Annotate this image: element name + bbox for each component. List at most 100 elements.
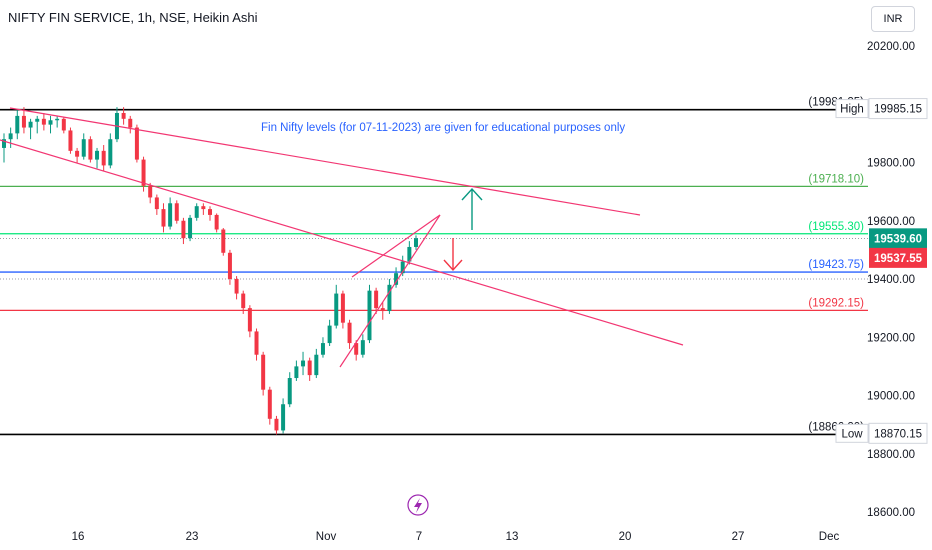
price-badge-value: 18870.15 — [874, 428, 922, 440]
extreme-tag-box — [835, 423, 869, 443]
candle-body — [148, 185, 153, 198]
candle-body — [168, 203, 173, 227]
candle-body — [241, 293, 246, 309]
candle-body — [188, 217, 193, 239]
candle-body — [201, 206, 206, 210]
price-badges: High 19985.15 Low 18870.15 19539.60 19537.55 — [835, 98, 928, 444]
candle-body — [8, 133, 13, 140]
up-arrow-icon — [461, 187, 483, 230]
candle-body — [21, 115, 26, 128]
candle-body — [194, 206, 199, 218]
time-tick-label: 23 — [186, 531, 199, 543]
candle-body — [294, 366, 299, 379]
lower-trendline — [0, 139, 684, 346]
currency-button[interactable]: INR — [871, 6, 915, 32]
level-label: (19423.75) — [808, 259, 864, 271]
candle-body — [281, 404, 286, 431]
candle-body — [287, 378, 292, 405]
time-tick-label: 27 — [732, 531, 745, 543]
candle-body — [55, 118, 60, 121]
price-badge-value: 19539.60 — [874, 233, 922, 245]
extreme-tag-label: Low — [841, 428, 863, 440]
candle-body — [374, 290, 379, 309]
candles-layer — [2, 107, 418, 435]
candle-body — [75, 150, 80, 157]
candle-body — [340, 293, 345, 323]
price-axis[interactable]: 20200.00 19800.00 19600.00 19400.00 19200.00… — [867, 41, 915, 519]
extreme-tag-label: High — [840, 104, 864, 116]
candle-body — [334, 293, 339, 326]
price-tick-label: 19600.00 — [867, 216, 915, 228]
candle-body — [174, 203, 179, 221]
price-badge-value: 19537.55 — [874, 253, 923, 265]
candle-body — [274, 418, 279, 431]
candle-body — [68, 130, 73, 151]
candle-body — [208, 209, 212, 215]
price-badge — [869, 228, 927, 249]
time-tick-label: 16 — [72, 531, 85, 543]
candle-body — [154, 197, 159, 210]
candle-body — [314, 354, 319, 376]
level-label: (19555.30) — [808, 221, 864, 233]
candle-body — [134, 127, 139, 160]
price-tick-label: 19200.00 — [867, 332, 915, 344]
candle-body — [108, 139, 113, 166]
symbol-title[interactable]: NIFTY FIN SERVICE, 1h, NSE, Heikin Ashi — [8, 10, 258, 25]
level-label: (19718.10) — [808, 173, 864, 185]
candle-body — [380, 308, 385, 312]
drawings-layer — [0, 107, 684, 368]
candle-body — [320, 343, 325, 355]
upper-trendline — [9, 107, 641, 216]
price-badge — [868, 422, 928, 444]
candle-body — [221, 229, 226, 253]
candle-body — [414, 238, 418, 247]
candle-body — [234, 279, 239, 294]
candle-body — [161, 209, 166, 227]
candle-body — [400, 261, 405, 274]
candle-body — [267, 389, 272, 419]
candle-body — [181, 220, 186, 239]
candle-body — [128, 118, 133, 128]
candle-body — [301, 360, 306, 367]
time-tick-label: 7 — [416, 531, 422, 543]
price-tick-label: 20200.00 — [867, 41, 915, 53]
candle-body — [247, 308, 252, 332]
candle-body — [227, 252, 232, 279]
candle-body — [347, 322, 352, 344]
candle-body — [360, 340, 365, 355]
chart-annotation: Fin Nifty levels (for 07-11-2023) are gi… — [261, 122, 625, 134]
candle-body — [367, 290, 372, 341]
time-tick-label: 13 — [506, 531, 519, 543]
candle-body — [101, 150, 106, 166]
lightning-icon[interactable] — [407, 494, 429, 516]
level-label: (19292.15) — [808, 297, 864, 309]
price-tick-label: 19000.00 — [867, 391, 915, 403]
candle-body — [141, 159, 146, 186]
price-tick-label: 18800.00 — [867, 449, 915, 461]
candle-body — [88, 139, 93, 160]
levels-layer: (19981.25)(19718.10)(19555.30)(19423.75)… — [0, 97, 868, 436]
extreme-tag-box — [835, 99, 869, 119]
time-tick-label: Dec — [819, 531, 840, 543]
candle-body — [15, 115, 20, 134]
candle-body — [327, 325, 332, 344]
candle-body — [214, 214, 219, 230]
wedge-upper-line — [351, 214, 441, 278]
candle-body — [254, 331, 259, 355]
wedge-lower-line — [339, 214, 441, 368]
candle-body — [95, 150, 100, 160]
candle-body — [307, 360, 312, 376]
time-axis[interactable]: 16 23 Nov 7 13 20 27 Dec — [72, 531, 840, 543]
down-arrow-icon — [443, 238, 463, 272]
candle-body — [2, 139, 6, 148]
candle-body — [81, 139, 86, 157]
candle-body — [394, 273, 399, 285]
time-tick-label: Nov — [316, 531, 337, 543]
candle-body — [61, 118, 66, 131]
price-badge — [868, 98, 928, 120]
price-tick-label: 19800.00 — [867, 158, 915, 170]
price-badge-value: 19985.15 — [874, 104, 922, 116]
candle-body — [261, 354, 266, 390]
price-tick-label: 19400.00 — [867, 274, 915, 286]
